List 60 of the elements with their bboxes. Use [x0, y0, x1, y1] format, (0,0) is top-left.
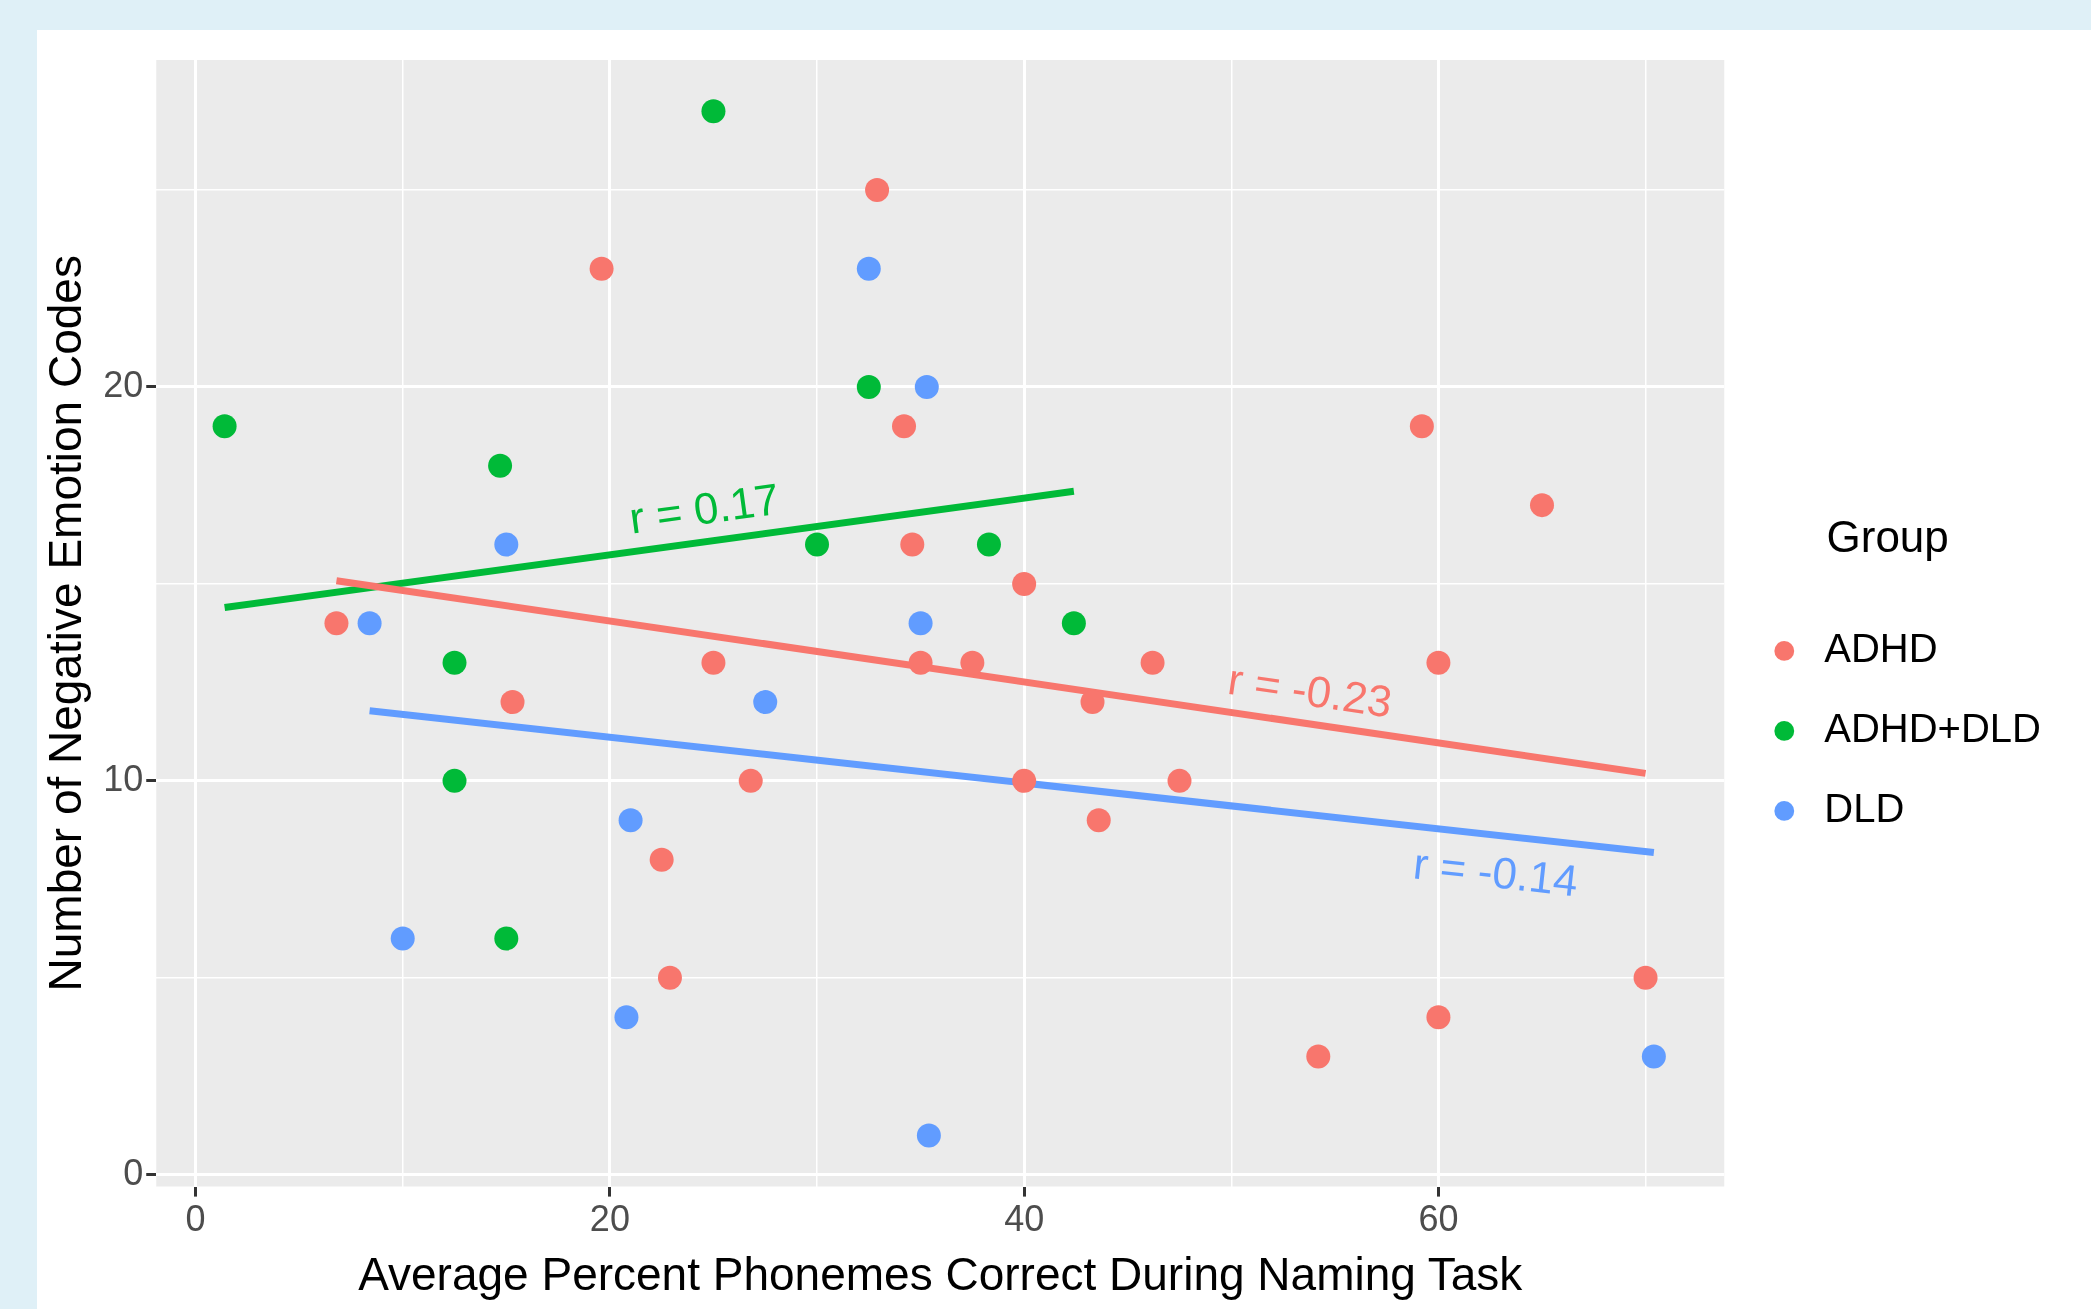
annotation: r = 0.17 [626, 473, 782, 543]
point [753, 690, 778, 715]
legend-title: Group [1826, 512, 1949, 562]
point [649, 847, 674, 872]
point [1061, 611, 1086, 636]
point [856, 256, 881, 281]
point [324, 611, 349, 636]
point [1409, 414, 1434, 439]
point [494, 926, 519, 951]
point [488, 453, 513, 478]
point [657, 965, 682, 990]
point [500, 690, 525, 715]
point [442, 650, 467, 675]
point [960, 650, 985, 675]
point [1012, 571, 1037, 596]
y-tick-label: 20 [103, 363, 144, 405]
x-tick-label: 40 [1004, 1198, 1045, 1240]
point [900, 532, 925, 557]
point [1086, 808, 1111, 833]
point [856, 374, 881, 399]
point [908, 611, 933, 636]
point [914, 374, 939, 399]
point [589, 256, 614, 281]
x-tick-label: 60 [1418, 1198, 1459, 1240]
annotation: r = -0.14 [1410, 838, 1581, 906]
point [494, 532, 519, 557]
point [865, 177, 890, 202]
point [1140, 650, 1165, 675]
point [701, 99, 726, 124]
point [1167, 768, 1192, 793]
x-tick-label: 20 [589, 1198, 630, 1240]
x-axis-title: Average Percent Phonemes Correct During Naming Task [358, 1248, 1524, 1301]
point [618, 808, 643, 833]
point [1426, 1005, 1451, 1030]
point [701, 650, 726, 675]
point [805, 532, 830, 557]
point [614, 1005, 639, 1030]
point [1633, 965, 1658, 990]
y-tick-label: 0 [123, 1151, 144, 1193]
point [1426, 650, 1451, 675]
point [1641, 1044, 1666, 1069]
point [916, 1123, 941, 1148]
point [1530, 493, 1554, 518]
point [1012, 768, 1037, 793]
point [390, 926, 415, 951]
x-tick-label: 0 [185, 1198, 206, 1240]
point [908, 650, 933, 675]
legend-label: ADHD [1824, 625, 1938, 670]
legend-label: ADHD+DLD [1824, 705, 2041, 750]
point [738, 768, 763, 793]
annotation: r = -0.23 [1224, 654, 1396, 727]
point [212, 414, 237, 439]
point [892, 414, 917, 439]
y-axis-title: Number of Negative Emotion Codes [39, 255, 92, 992]
point [976, 532, 1001, 557]
point [357, 611, 382, 636]
legend-label: DLD [1824, 785, 1905, 830]
point [1306, 1044, 1331, 1069]
point [442, 768, 467, 793]
y-tick-label: 10 [103, 757, 144, 799]
